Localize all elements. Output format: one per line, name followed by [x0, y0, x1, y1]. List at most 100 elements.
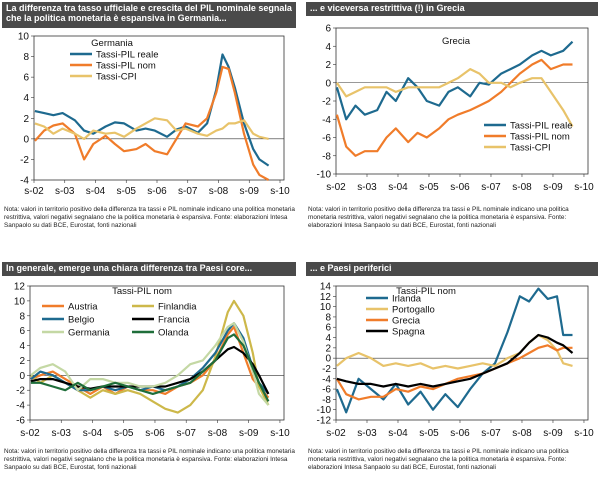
x-tick-label: s-08 — [512, 182, 532, 193]
x-tick-label: s-07 — [481, 428, 501, 439]
legend-label: Spagna — [392, 327, 425, 338]
legend-label: Irlanda — [392, 294, 422, 305]
series-line — [335, 287, 573, 414]
legend-label: Olanda — [158, 328, 189, 339]
series-line — [335, 67, 574, 128]
legend-label: Grecia — [392, 316, 421, 327]
x-tick-label: s-10 — [270, 428, 290, 439]
y-tick-label: -4 — [16, 401, 25, 412]
y-tick-label: -2 — [322, 364, 331, 375]
chart-note: Nota: valori in territorio positivo dell… — [308, 448, 569, 471]
x-tick-label: s-04 — [83, 428, 103, 439]
plot-frame — [33, 35, 285, 181]
y-tick-label: -6 — [322, 385, 331, 396]
x-tick-label: s-02 — [24, 186, 44, 197]
x-tick-label: s-06 — [147, 186, 167, 197]
series-line — [30, 322, 270, 406]
y-tick-label: 8 — [23, 52, 29, 63]
x-tick-label: s-09 — [543, 182, 563, 193]
y-tick-label: -2 — [322, 97, 331, 108]
x-tick-label: s-06 — [450, 428, 470, 439]
y-tick-label: 2 — [325, 343, 331, 354]
series-line — [30, 345, 270, 395]
x-tick-label: s-04 — [86, 186, 106, 197]
series-line — [30, 333, 270, 402]
legend-label: Tassi-PIL nom — [510, 132, 570, 143]
x-tick-label: s-09 — [240, 186, 260, 197]
x-tick-label: s-09 — [239, 428, 259, 439]
series-line — [336, 333, 574, 388]
x-tick-label: s-03 — [357, 428, 377, 439]
y-tick-label: -6 — [16, 416, 25, 427]
legend-label: Tassi-PIL reale — [96, 50, 158, 61]
legend-title: Tassi-PIL nom — [112, 286, 172, 297]
x-tick-label: s-06 — [145, 428, 165, 439]
y-tick-label: 10 — [18, 32, 30, 43]
chart-note: Nota: valori in territorio positivo dell… — [308, 206, 569, 229]
x-tick-label: s-06 — [450, 182, 470, 193]
series-line — [34, 53, 270, 167]
chart-note: Nota: valori in territorio positivo dell… — [4, 206, 295, 229]
legend-title: Germania — [91, 38, 133, 49]
chart-title: ... e Paesi periferici — [306, 262, 598, 276]
x-tick-label: s-08 — [512, 428, 532, 439]
y-tick-label: -6 — [322, 133, 331, 144]
y-tick-label: -4 — [20, 176, 29, 187]
legend-label: Francia — [158, 315, 190, 326]
legend-label: Tassi-PIL reale — [510, 121, 572, 132]
x-tick-label: s-05 — [419, 182, 439, 193]
y-tick-label: -10 — [317, 405, 332, 416]
chart-panel-core: In generale, emerge una chiara differenz… — [2, 262, 296, 478]
x-tick-label: s-10 — [574, 182, 594, 193]
x-tick-label: s-05 — [117, 186, 137, 197]
y-tick-label: 0 — [19, 371, 25, 382]
y-tick-label: 6 — [23, 73, 29, 84]
x-tick-label: s-10 — [574, 428, 594, 439]
legend-label: Tassi-PIL nom — [96, 61, 156, 72]
y-tick-label: 0 — [325, 78, 331, 89]
x-tick-label: s-02 — [326, 182, 346, 193]
series-line — [335, 58, 573, 157]
y-tick-label: -12 — [317, 416, 332, 427]
legend-label: Tassi-CPI — [96, 72, 137, 83]
x-tick-label: s-05 — [419, 428, 439, 439]
y-tick-label: 4 — [19, 341, 25, 352]
x-tick-label: s-07 — [176, 428, 196, 439]
chart-svg: -6 -4 -2 0 2 4 6 8 10 12 s-02 s-03 s-04 s-05 s-06 s-07 s… — [14, 282, 290, 440]
y-tick-label: 4 — [325, 333, 331, 344]
y-tick-label: 4 — [23, 93, 29, 104]
x-tick-label: s-04 — [388, 182, 408, 193]
x-tick-label: s-08 — [209, 186, 229, 197]
chart-title: ... e viceversa restrittiva (!) in Greci… — [306, 2, 598, 16]
legend-title: Tassi-PIL nom — [396, 286, 456, 297]
y-tick-label: 2 — [23, 114, 29, 125]
y-tick-label: 6 — [325, 24, 331, 35]
chart-panel-grecia: ... e viceversa restrittiva (!) in Greci… — [306, 2, 598, 234]
series-line — [335, 344, 573, 401]
x-tick-label: s-03 — [52, 428, 72, 439]
series-line — [30, 299, 270, 414]
chart-svg: -10 -8 -6 -4 -2 0 2 4 6 s-02 s-03 s-04 s-05 s-06 s-07 s… — [317, 24, 595, 194]
plot-frame — [29, 285, 285, 421]
x-tick-label: s-07 — [178, 186, 198, 197]
y-tick-label: 0 — [325, 354, 331, 365]
y-tick-label: 6 — [325, 323, 331, 334]
y-tick-label: 14 — [320, 282, 332, 293]
legend-label: Austria — [68, 302, 98, 313]
legend-label: Belgio — [68, 315, 94, 326]
x-tick-label: s-07 — [481, 182, 501, 193]
y-tick-label: -10 — [317, 170, 332, 181]
legend-title: Grecia — [442, 36, 471, 47]
x-tick-label: s-02 — [326, 428, 346, 439]
x-tick-label: s-05 — [114, 428, 134, 439]
x-tick-label: s-08 — [208, 428, 228, 439]
chart-title: La differenza tra tasso ufficiale e cres… — [2, 2, 296, 28]
x-tick-label: s-10 — [270, 186, 290, 197]
x-tick-label: s-03 — [357, 182, 377, 193]
y-tick-label: -4 — [322, 374, 331, 385]
chart-note: Nota: valori in territorio positivo dell… — [4, 448, 295, 471]
chart-panel-periferici: ... e Paesi periferici -12 -10 -8 -6 -4 -2 0 2 4… — [306, 262, 598, 478]
y-tick-label: 0 — [23, 134, 29, 145]
chart-title: In generale, emerge una chiara differenz… — [2, 262, 296, 276]
